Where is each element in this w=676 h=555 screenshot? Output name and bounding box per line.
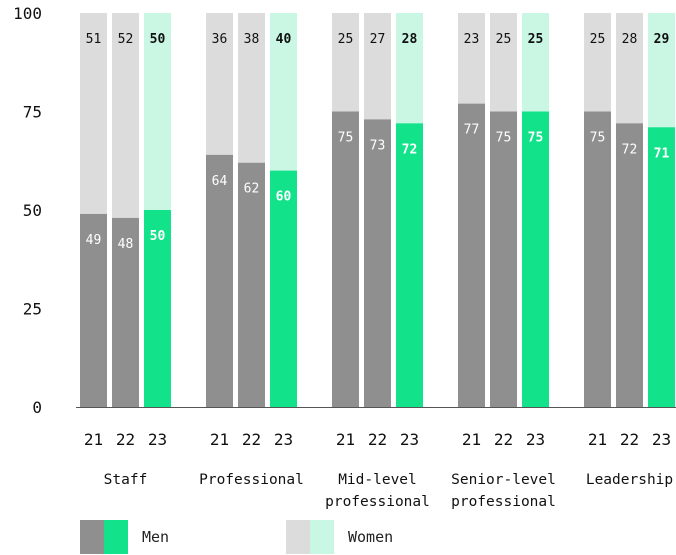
legend-men: Men xyxy=(80,520,169,554)
value-label-women-3-23: 25 xyxy=(528,32,544,47)
x-tick-label-3-22: 22 xyxy=(494,430,513,449)
bar-men-4-23 xyxy=(648,127,675,407)
bar-women-1-23 xyxy=(270,13,297,171)
stacked-bar-chart: 0 25 50 75 100 51 49 21 52 48 22 50 50 23 Staff 36 64 21 3… xyxy=(13,4,676,510)
legend-men-swatch-past xyxy=(80,520,104,554)
value-label-men-4-22: 72 xyxy=(622,142,638,157)
value-label-men-1-22: 62 xyxy=(244,182,260,197)
bar-women-0-23 xyxy=(144,13,171,210)
group-label-0-0: Staff xyxy=(104,472,148,488)
bar-men-0-23 xyxy=(144,210,171,407)
value-label-women-4-21: 25 xyxy=(590,32,606,47)
x-tick-label-4-21: 21 xyxy=(588,430,607,449)
value-label-women-0-22: 52 xyxy=(118,32,134,47)
legend-women-label: Women xyxy=(348,528,394,546)
bar-men-4-21 xyxy=(584,111,611,407)
value-label-women-3-22: 25 xyxy=(496,32,512,47)
value-label-men-0-21: 49 xyxy=(86,233,102,248)
x-tick-label-2-23: 23 xyxy=(400,430,419,449)
bar-men-1-23 xyxy=(270,170,297,407)
bar-men-4-22 xyxy=(616,123,643,407)
value-label-women-2-23: 28 xyxy=(402,32,418,47)
bar-women-4-23 xyxy=(648,13,675,128)
value-label-women-1-22: 38 xyxy=(244,32,260,47)
legend-men-swatch-current xyxy=(104,520,128,554)
bar-women-3-21 xyxy=(458,13,485,104)
x-tick-label-4-23: 23 xyxy=(652,430,671,449)
value-label-men-4-23: 71 xyxy=(654,146,670,161)
group-label-3-1: professional xyxy=(451,494,556,510)
group-label-4-0: Leadership xyxy=(586,472,673,488)
bar-men-0-22 xyxy=(112,217,139,407)
value-label-women-1-21: 36 xyxy=(212,32,228,47)
bar-men-1-21 xyxy=(206,154,233,407)
x-tick-label-1-23: 23 xyxy=(274,430,293,449)
value-label-men-2-22: 73 xyxy=(370,138,386,153)
value-label-women-2-22: 27 xyxy=(370,32,386,47)
value-label-women-4-22: 28 xyxy=(622,32,638,47)
bar-women-3-23 xyxy=(522,13,549,112)
value-label-women-0-21: 51 xyxy=(86,32,102,47)
bar-men-0-21 xyxy=(80,213,107,407)
value-label-men-0-22: 48 xyxy=(118,237,134,252)
y-tick-label-0: 0 xyxy=(32,398,42,417)
bar-men-1-22 xyxy=(238,162,265,407)
x-tick-label-3-23: 23 xyxy=(526,430,545,449)
value-label-men-1-23: 60 xyxy=(276,190,292,205)
value-label-men-2-21: 75 xyxy=(338,131,354,146)
bar-women-4-22 xyxy=(616,13,643,124)
bar-women-0-22 xyxy=(112,13,139,218)
value-label-men-3-23: 75 xyxy=(528,131,544,146)
x-tick-label-0-21: 21 xyxy=(84,430,103,449)
value-label-men-3-21: 77 xyxy=(464,123,480,138)
bar-men-3-23 xyxy=(522,111,549,407)
x-tick-label-3-21: 21 xyxy=(462,430,481,449)
x-tick-label-2-21: 21 xyxy=(336,430,355,449)
x-tick-label-1-22: 22 xyxy=(242,430,261,449)
value-label-women-3-21: 23 xyxy=(464,32,480,47)
legend-women-swatch-current xyxy=(310,520,334,554)
group-label-2-0: Mid-level xyxy=(338,472,417,488)
value-label-women-0-23: 50 xyxy=(150,32,166,47)
group-label-2-1: professional xyxy=(325,494,430,510)
bar-women-4-21 xyxy=(584,13,611,112)
group-label-1-0: Professional xyxy=(199,472,304,488)
x-tick-label-4-22: 22 xyxy=(620,430,639,449)
value-label-men-4-21: 75 xyxy=(590,131,606,146)
bar-women-2-21 xyxy=(332,13,359,112)
bar-men-3-22 xyxy=(490,111,517,407)
bar-men-2-22 xyxy=(364,119,391,407)
y-tick-label-1: 25 xyxy=(23,300,42,319)
legend-men-label: Men xyxy=(142,528,170,546)
value-label-men-3-22: 75 xyxy=(496,131,512,146)
group-label-3-0: Senior-level xyxy=(451,472,556,488)
value-label-men-1-21: 64 xyxy=(212,174,228,189)
bar-women-0-21 xyxy=(80,13,107,214)
value-label-women-4-23: 29 xyxy=(654,32,670,47)
x-tick-label-1-21: 21 xyxy=(210,430,229,449)
bar-women-1-21 xyxy=(206,13,233,155)
value-label-men-2-23: 72 xyxy=(402,142,418,157)
y-tick-label-2: 50 xyxy=(23,201,42,220)
bar-women-2-23 xyxy=(396,13,423,124)
bar-women-3-22 xyxy=(490,13,517,112)
value-label-men-0-23: 50 xyxy=(150,229,166,244)
bar-men-2-21 xyxy=(332,111,359,407)
bar-women-1-22 xyxy=(238,13,265,163)
x-tick-label-0-22: 22 xyxy=(116,430,135,449)
y-tick-label-3: 75 xyxy=(23,103,42,122)
value-label-women-2-21: 25 xyxy=(338,32,354,47)
x-tick-label-0-23: 23 xyxy=(148,430,167,449)
bar-men-2-23 xyxy=(396,123,423,407)
legend-women: Women xyxy=(286,520,393,554)
legend-women-swatch-past xyxy=(286,520,310,554)
bar-men-3-21 xyxy=(458,103,485,408)
x-tick-label-2-22: 22 xyxy=(368,430,387,449)
bar-women-2-22 xyxy=(364,13,391,120)
value-label-women-1-23: 40 xyxy=(276,32,292,47)
y-tick-label-4: 100 xyxy=(13,4,42,23)
